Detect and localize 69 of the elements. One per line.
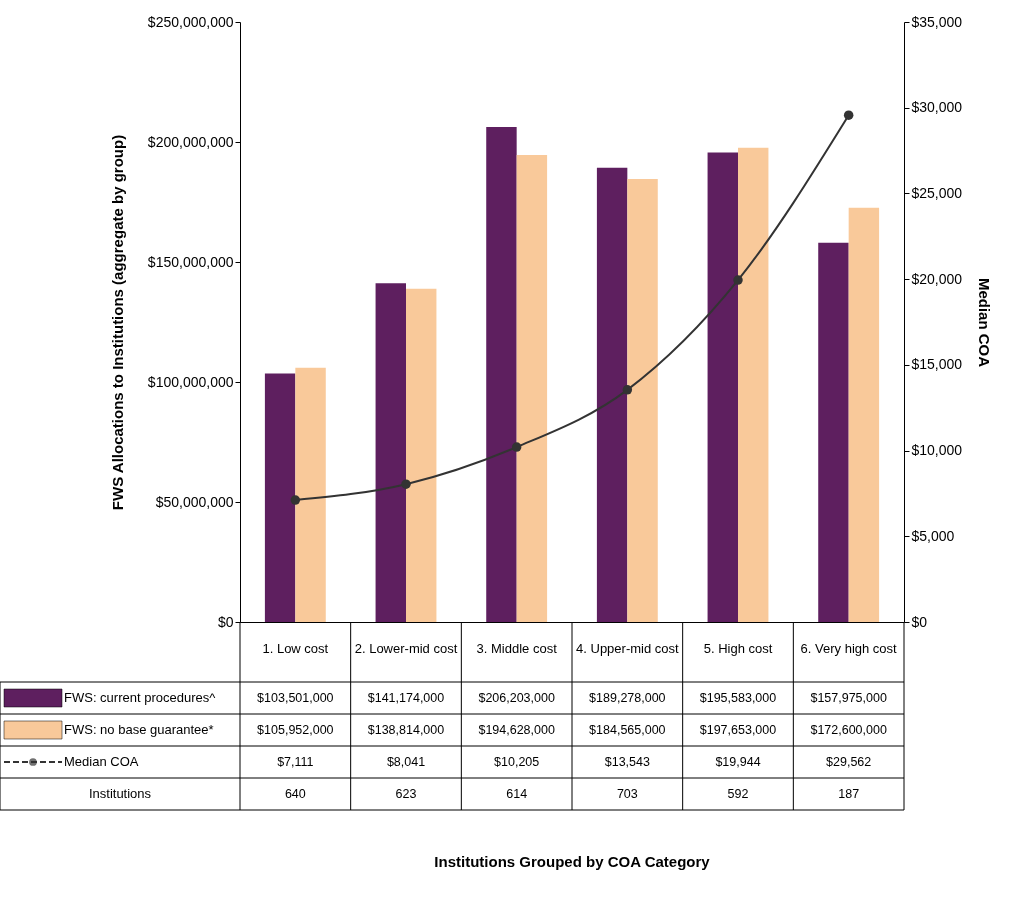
y2-tick-label: $0 [911,613,928,630]
data-label: $194,628,000 [478,723,555,737]
data-label: $105,952,000 [257,723,334,737]
text: 640 [284,787,306,801]
x-tick-label: 3. Middle cost [476,640,558,656]
x-tick-label: 6. Very high cost [800,640,898,656]
x-tick-label: 2. Lower-mid cost [354,640,458,656]
bar [486,127,517,622]
y2-tick-label: $5,000 [911,527,955,544]
data-label: $141,174,000 [367,691,445,705]
bar [627,179,658,622]
data-label: $189,278,000 [589,691,666,705]
text: Institutions [88,786,152,801]
y2-tick-label: $30,000 [911,99,963,116]
text: 592 [727,787,749,801]
data-label: $138,814,000 [367,723,445,737]
bar [848,207,880,622]
y2-tick-label: $10,000 [911,442,963,459]
data-label: $172,600,000 [810,723,887,737]
y2-tick-label: $20,000 [911,270,963,287]
x-tick-label: 1. Low cost [262,640,329,656]
point [290,495,301,505]
y2-tick-label: $35,000 [911,13,963,30]
data-label: $8,041 [386,755,426,769]
data-label: $103,501,000 [257,691,334,705]
y2-axis-title: Median COA [976,277,994,368]
text: 614 [506,787,528,801]
point [733,275,743,285]
point [511,442,522,452]
bar [516,154,548,622]
point [401,479,411,489]
bar [295,367,326,622]
bar [264,373,296,622]
y-tick-label: $200,000,000 [147,133,234,150]
bar [375,283,406,622]
y-tick-label: $250,000,000 [147,13,234,30]
data-label: $7,111 [277,755,314,769]
bar [406,288,437,622]
x-tick-label: 5. High cost [703,640,773,656]
y2-tick-label: $15,000 [911,356,963,373]
bar [738,147,769,622]
data-label: $19,944 [715,755,761,769]
legend-label: FWS: no base guarantee* [64,722,214,737]
y-axis-title: FWS Allocations to Institutions (aggregate by group) [108,134,126,511]
y-tick-label: $150,000,000 [147,253,234,270]
data-label: $197,653,000 [699,723,777,737]
bar [596,167,628,622]
y-tick-label: $50,000,000 [155,493,234,510]
text: Institutions Grouped by COA Category [434,853,711,870]
text: 187 [838,787,860,801]
y-tick-label: $0 [217,613,234,630]
data-label: $184,565,000 [589,723,666,737]
legend-label: FWS: current procedures^ [64,690,217,705]
y-tick-label: $100,000,000 [147,373,234,390]
data-label: $206,203,000 [478,691,555,705]
data-label: $29,562 [826,755,872,769]
text: 623 [395,787,417,801]
data-label: $195,583,000 [699,691,777,705]
data-label: $10,205 [494,755,540,769]
text: 703 [616,787,638,801]
bar [818,242,849,622]
data-label: $13,543 [604,755,650,769]
y2-tick-label: $25,000 [911,184,963,201]
x-tick-label: 4. Upper-mid cost [576,640,680,656]
point [622,385,633,395]
legend-label: Median COA [64,754,139,769]
point [843,110,854,120]
bar [707,152,738,622]
data-label: $157,975,000 [810,691,887,705]
